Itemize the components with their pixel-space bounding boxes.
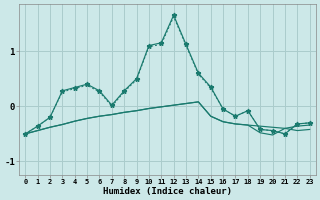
X-axis label: Humidex (Indice chaleur): Humidex (Indice chaleur) — [103, 187, 232, 196]
